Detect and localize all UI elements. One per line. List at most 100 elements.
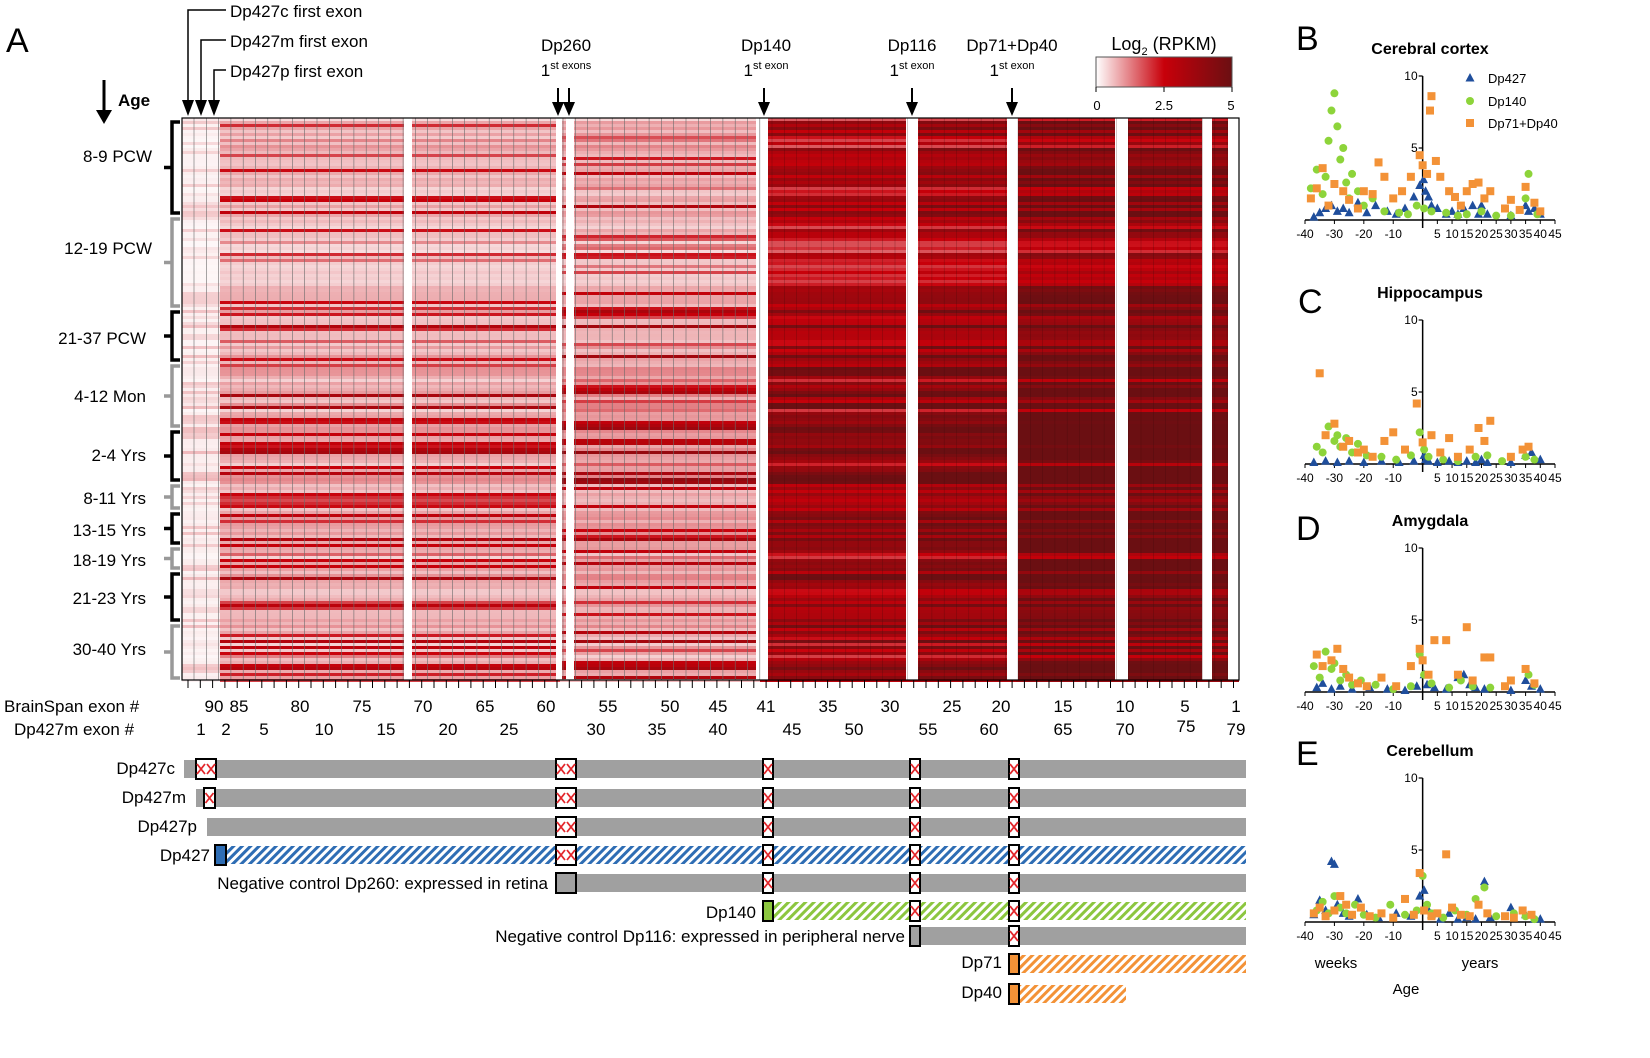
heatmap-row-cell [182,490,220,493]
transcript-label-dp40: Dp40 [961,983,1002,1002]
point-dp71dp40 [1474,900,1483,909]
excluded-exon-cross-icon [910,905,920,917]
heatmap-row-cell [182,142,220,145]
heatmap-row-cell [912,517,1016,520]
heatmap-row-cell [560,574,760,577]
heatmap-row-cell [182,274,220,277]
heatmap-row-cell [182,496,220,499]
heatmap-row-cell [760,532,912,535]
excluded-exon-cross-icon [206,763,216,775]
brainspan-tick: 45 [709,697,728,716]
heatmap-row-cell [560,490,760,493]
x-tick-label: -40 [1296,227,1314,241]
point-dp427 [1309,457,1319,467]
point-dp71dp40 [1418,438,1427,447]
heatmap-row-cell [220,340,560,343]
heatmap-row-cell [912,379,1016,382]
heatmap-row-cell [220,256,560,259]
heatmap-row-cell [912,451,1016,454]
heatmap-row-cell [912,541,1016,544]
heatmap-row-cell [912,238,1016,241]
heatmap-row-cell [760,604,912,607]
dp427m-tick: 25 [500,720,519,739]
heatmap-row-cell [220,589,560,592]
dp427m-exon-label: Dp427m exon # [14,720,135,739]
point-dp427 [1309,212,1319,221]
heatmap-row-cell [760,631,912,634]
heatmap-row-cell [220,229,560,232]
heatmap-row-cell [220,145,560,148]
point-dp140 [1412,201,1421,210]
heatmap-row-cell [220,439,560,442]
heatmap-row-cell [760,289,912,292]
heatmap-row-cell [912,493,1016,496]
y-tick-label: 5 [1411,613,1418,627]
colorbar-title: Log2 (RPKM) [1111,34,1216,58]
heatmap-row-cell [912,622,1016,625]
heatmap-row-cell [220,433,560,436]
heatmap-row-cell [182,559,220,562]
heatmap-row-cell [182,655,220,658]
point-dp71dp40 [1442,636,1451,645]
heatmap-row-cell [560,205,760,208]
heatmap-row-cell [220,460,560,463]
excluded-exon-cross-icon [196,763,206,775]
heatmap-row-cell [760,628,912,631]
point-dp427 [1526,447,1536,456]
heatmap-row-cell [560,517,760,520]
point-dp71dp40 [1389,194,1398,203]
point-dp71dp40 [1515,205,1524,214]
heatmap-row-cell [912,412,1016,415]
point-dp140 [1377,452,1386,461]
heatmap-row-cell [560,436,760,439]
heatmap-row-cell [560,376,760,379]
heatmap-row-cell [912,190,1016,193]
heatmap-row-cell [912,271,1016,274]
heatmap-row-cell [912,439,1016,442]
heatmap-row-cell [912,205,1016,208]
heatmap-row-cell [912,571,1016,574]
heatmap-row-cell [560,655,760,658]
heatmap-row-cell [182,223,220,226]
heatmap-row-cell [912,589,1016,592]
heatmap-row-cell [182,565,220,568]
heatmap-gap-column [906,118,918,680]
heatmap-row-cell [182,265,220,268]
point-dp427 [1353,893,1363,903]
x-tick-label: 30 [1504,227,1518,241]
heatmap-row-cell [182,163,220,166]
heatmap-row-cell [912,586,1016,589]
heatmap-row-cell [560,133,760,136]
heatmap-row-cell [560,487,760,490]
heatmap-row-cell [220,547,560,550]
heatmap-row-cell [560,451,760,454]
heatmap-row-cell [760,232,912,235]
heatmap-row-cell [182,145,220,148]
heatmap-row-cell [182,382,220,385]
heatmap-row-cell [560,481,760,484]
point-dp427 [1471,457,1481,467]
point-dp71dp40 [1406,172,1415,181]
heatmap-row-cell [560,634,760,637]
point-dp71dp40 [1368,452,1377,461]
heatmap-row-cell [760,469,912,472]
heatmap-row-cell [560,214,760,217]
heatmap-row-cell [760,382,912,385]
heatmap-row-cell [760,259,912,262]
heatmap-row-cell [220,475,560,478]
x-tick-label: 20 [1475,471,1489,485]
heatmap-row-cell [182,568,220,571]
heatmap-row-cell [220,319,560,322]
heatmap-row-cell [760,190,912,193]
heatmap-row-cell [220,544,560,547]
heatmap-row-cell [220,391,560,394]
heatmap-row-cell [182,451,220,454]
heatmap-row-cell [760,166,912,169]
heatmap-row-cell [560,409,760,412]
heatmap-row-cell [912,634,1016,637]
heatmap-row-cell [182,196,220,199]
heatmap-row-cell [220,121,560,124]
heatmap-row-cell [220,568,560,571]
heatmap-row-cell [182,664,220,667]
age-bracket [164,430,180,482]
